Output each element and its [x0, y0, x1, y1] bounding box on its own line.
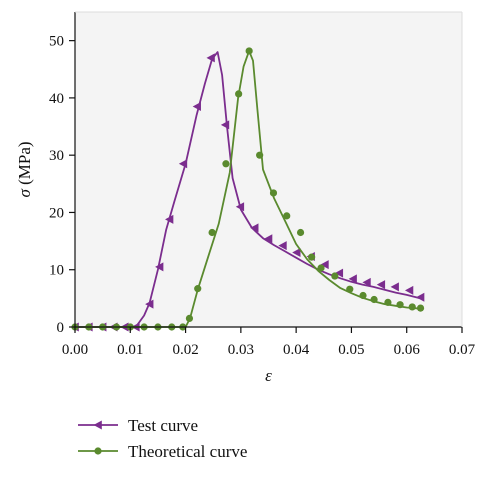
x-tick-label: 0.05 — [338, 342, 364, 358]
theoretical-curve-point — [235, 90, 243, 98]
theoretical-curve-point — [208, 228, 216, 237]
test-curve-point — [292, 248, 301, 258]
legend-item-test-curve: Test curve — [78, 416, 198, 435]
theoretical-curve-point — [331, 272, 339, 280]
test-curve-point — [192, 102, 201, 111]
legend-marker-test-curve — [93, 420, 102, 430]
theoretical-curve-point — [245, 47, 253, 55]
theoretical-curve-point — [346, 285, 354, 293]
y-axis-title: σ (MPa) — [15, 141, 34, 197]
y-tick-label: 10 — [49, 263, 64, 279]
test-curve-point — [320, 260, 329, 270]
theoretical-curve-point — [269, 189, 278, 197]
plot-background — [75, 12, 462, 327]
x-tick-label: 0.00 — [62, 342, 88, 358]
test-curve-point — [155, 262, 164, 272]
y-tick-label: 30 — [49, 148, 64, 164]
theoretical-curve-point — [416, 304, 425, 312]
legend-label-test-curve: Test curve — [128, 416, 198, 435]
theoretical-curve-point — [185, 314, 194, 323]
theoretical-curve-point — [359, 291, 367, 300]
test-curve-point — [416, 292, 425, 302]
y-tick-label: 50 — [49, 34, 64, 50]
theoretical-curve-point — [396, 301, 404, 309]
test-curve-point — [362, 277, 371, 287]
test-curve-point — [145, 299, 154, 309]
test-curve-point — [250, 223, 259, 233]
legend-item-theoretical-curve: Theoretical curve — [78, 442, 247, 461]
test-curve-point — [404, 285, 414, 295]
x-ticks: 0.00 0.01 0.02 0.03 0.04 0.05 0.06 0.07 — [62, 327, 476, 358]
theoretical-curve-point — [308, 253, 316, 261]
test-curve-point — [390, 282, 399, 292]
x-tick-label: 0.03 — [228, 342, 254, 358]
test-curve-point — [348, 274, 357, 284]
theoretical-curve-series — [71, 47, 425, 331]
test-curve-point — [220, 120, 230, 130]
test-curve-point — [278, 241, 287, 251]
theoretical-curve-point — [317, 264, 325, 272]
test-curve-point — [264, 234, 273, 244]
test-curve-point — [206, 53, 215, 63]
x-tick-label: 0.06 — [394, 342, 421, 358]
plot-area: 0.00 0.01 0.02 0.03 0.04 0.05 0.06 0.07 0 10 20 30… — [49, 11, 476, 358]
test-curve-point — [334, 268, 344, 278]
y-tick-label: 20 — [49, 205, 64, 221]
test-curve-line — [75, 51, 421, 328]
test-curve-point — [178, 159, 188, 169]
legend-label-theoretical-curve: Theoretical curve — [128, 442, 247, 461]
legend-marker-theoretical-curve — [94, 447, 102, 455]
x-tick-label: 0.07 — [449, 342, 476, 358]
y-tick-label: 40 — [49, 91, 64, 107]
theoretical-curve-point — [384, 298, 392, 306]
theoretical-curve-point — [296, 228, 305, 237]
legend: Test curve Theoretical curve — [78, 416, 247, 461]
test-curve-point — [165, 214, 174, 224]
x-tick-label: 0.01 — [117, 342, 143, 358]
theoretical-curve-point — [256, 151, 264, 159]
x-axis-title: ε — [265, 366, 272, 385]
theoretical-curve-point — [408, 303, 416, 311]
theoretical-curve-point — [370, 295, 378, 304]
x-tick-label: 0.02 — [172, 342, 198, 358]
theoretical-curve-point — [194, 285, 202, 293]
x-tick-label: 0.04 — [283, 342, 310, 358]
theoretical-curve-point — [283, 212, 291, 220]
y-ticks: 0 10 20 30 40 50 — [49, 34, 75, 336]
test-curve-point — [376, 280, 386, 290]
test-curve-point — [235, 202, 245, 212]
theoretical-curve-line — [75, 50, 421, 328]
y-tick-label: 0 — [57, 320, 65, 336]
theoretical-curve-point — [222, 160, 230, 168]
